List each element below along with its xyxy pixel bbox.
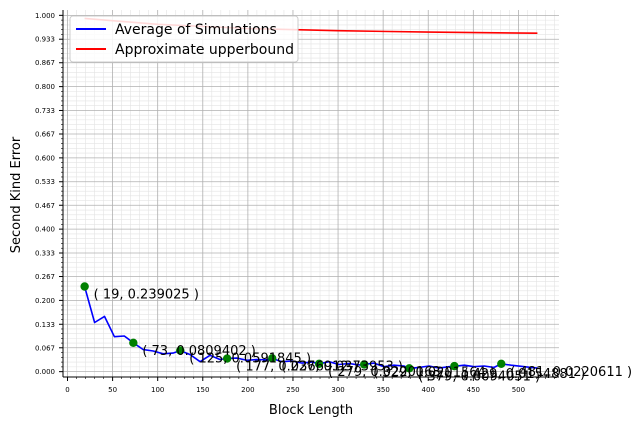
y-tick-label: 0.067 bbox=[35, 344, 55, 352]
highlighted-point bbox=[314, 359, 324, 369]
x-tick-label: 150 bbox=[196, 386, 209, 394]
point-label: ( 481, 0.0220611 ) bbox=[510, 365, 632, 380]
legend-label-upperbound: Approximate upperbound bbox=[115, 42, 294, 58]
y-tick-label: 0.000 bbox=[35, 368, 55, 376]
point-label: ( 379, 0.0094051 ) bbox=[418, 369, 540, 384]
x-tick-label: 450 bbox=[467, 386, 480, 394]
x-tick-label: 400 bbox=[422, 386, 435, 394]
y-tick-label: 0.667 bbox=[35, 130, 55, 138]
y-tick-label: 0.467 bbox=[35, 202, 55, 210]
x-tick-label: 200 bbox=[241, 386, 254, 394]
legend-label-average: Average of Simulations bbox=[115, 22, 277, 38]
x-tick-label: 500 bbox=[512, 386, 525, 394]
x-tick-label: 0 bbox=[65, 386, 69, 394]
legend: Average of Simulations Approximate upper… bbox=[69, 15, 299, 63]
x-tick-label: 250 bbox=[286, 386, 299, 394]
y-tick-label: 0.733 bbox=[35, 107, 55, 115]
point-label: ( 329, 0.0201564 ) bbox=[373, 365, 495, 380]
point-label: ( 177, 0.0366912 ) bbox=[236, 360, 358, 375]
highlighted-point bbox=[176, 346, 185, 355]
point-label: ( 19, 0.239025 ) bbox=[94, 287, 199, 302]
x-tick-label: 100 bbox=[151, 386, 164, 394]
y-tick-label: 0.267 bbox=[35, 273, 55, 281]
highlighted-point bbox=[450, 361, 459, 371]
highlighted-point bbox=[80, 282, 89, 291]
x-tick-label: 350 bbox=[376, 386, 389, 394]
highlighted-point bbox=[497, 359, 506, 368]
point-label: ( 429, 0.0154881 ) bbox=[463, 367, 585, 382]
point-label: ( 73, 0.0809402 ) bbox=[142, 344, 256, 359]
y-axis-label: Second Kind Error bbox=[9, 136, 24, 253]
point-label: ( 279, 0.0220163 ) bbox=[328, 365, 450, 380]
grid bbox=[63, 10, 559, 377]
x-tick-label: 50 bbox=[108, 386, 117, 394]
y-tick-label: 1.000 bbox=[35, 12, 55, 20]
highlighted-point bbox=[405, 364, 414, 373]
y-tick-label: 0.333 bbox=[35, 250, 55, 258]
y-tick-label: 0.867 bbox=[35, 59, 55, 67]
highlighted-point bbox=[268, 354, 277, 363]
y-tick-label: 0.200 bbox=[35, 297, 55, 305]
axes: 0 50 100 150 200 250 300 350 400 450 500 0.000 0.067… bbox=[35, 10, 559, 394]
y-tick-label: 0.933 bbox=[35, 36, 55, 44]
legend-box bbox=[69, 15, 299, 63]
y-tick-label: 0.400 bbox=[35, 226, 55, 234]
y-tick-label: 0.600 bbox=[35, 154, 55, 162]
point-label: ( 125, 0.0591845 ) bbox=[189, 352, 311, 367]
x-axis-label: Block Length bbox=[269, 403, 353, 418]
highlighted-point bbox=[360, 360, 369, 369]
x-tick-label: 300 bbox=[331, 386, 344, 394]
highlighted-point bbox=[129, 338, 138, 348]
highlighted-points bbox=[80, 282, 506, 373]
point-label: ( 227, 0.0373953 ) bbox=[281, 359, 403, 374]
highlighted-point bbox=[222, 354, 232, 363]
y-tick-label: 0.800 bbox=[35, 83, 55, 91]
y-tick-label: 0.133 bbox=[35, 321, 55, 329]
y-tick-label: 0.533 bbox=[35, 178, 55, 186]
point-labels: ( 19, 0.239025 ) ( 73, 0.0809402 )( 125, … bbox=[94, 287, 632, 384]
